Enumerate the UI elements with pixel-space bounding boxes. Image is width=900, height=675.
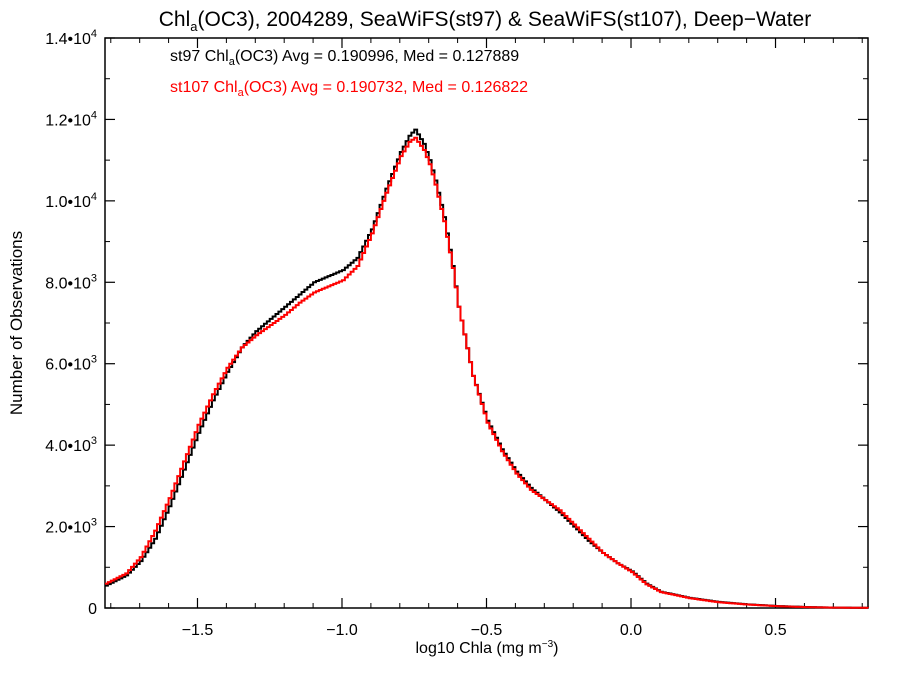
x-axis-label-superscript: −3: [542, 639, 554, 650]
y-axis-ticks: 02.0•1034.0•1036.0•1038.0•1031.0•1041.2•…: [45, 28, 868, 618]
chart-title-rest: (OC3), 2004289, SeaWiFS(st97) & SeaWiFS(…: [198, 8, 812, 31]
y-tick-label-exponent: 3: [91, 272, 97, 284]
plot-frame: [104, 37, 869, 609]
y-tick-label-mantissa: 0: [88, 601, 97, 618]
y-tick-label-exponent: 4: [91, 109, 97, 121]
y-tick-label-mantissa: 4.0•10: [45, 438, 91, 455]
y-tick-label-mantissa: 1.0•10: [45, 194, 91, 211]
x-axis-label-main: log10 Chla (mg m: [415, 640, 541, 657]
y-tick-label: 1.4•104: [45, 28, 97, 48]
y-tick-label: 1.2•104: [45, 109, 97, 129]
series-st107-line: [105, 136, 869, 609]
legend-entry-st107: st107 Chla(OC3) Avg = 0.190732, Med = 0.…: [170, 79, 528, 99]
y-tick-label: 8.0•103: [45, 272, 97, 292]
y-tick-label-exponent: 4: [91, 191, 97, 203]
y-tick-label: 4.0•103: [45, 435, 97, 455]
legend-entry-st97-prefix: st97 Chl: [170, 48, 229, 65]
y-tick-label-exponent: 3: [91, 354, 97, 366]
y-axis-label: Number of Observations: [7, 231, 26, 415]
legend-entry-st97-suffix: (OC3) Avg = 0.190996, Med = 0.127889: [235, 48, 519, 65]
y-tick-label: 1.0•104: [45, 191, 97, 211]
y-tick-label: 6.0•103: [45, 354, 97, 374]
series-st97-line: [105, 128, 869, 609]
legend-entry-st107-suffix: (OC3) Avg = 0.190732, Med = 0.126822: [244, 79, 528, 96]
y-tick-label-exponent: 3: [91, 435, 97, 447]
y-tick-label-mantissa: 2.0•10: [45, 520, 91, 537]
x-tick-label: 0.5: [764, 622, 786, 639]
y-tick-label-exponent: 4: [91, 28, 97, 40]
y-tick-label-mantissa: 6.0•10: [45, 357, 91, 374]
chart-title: Chla(OC3), 2004289, SeaWiFS(st97) & SeaW…: [159, 8, 811, 34]
y-tick-label-mantissa: 8.0•10: [45, 275, 91, 292]
y-tick-label-mantissa: 1.4•10: [45, 31, 91, 48]
x-tick-label: 0.0: [620, 622, 642, 639]
y-tick-label: 2.0•103: [45, 517, 97, 537]
y-tick-label-exponent: 3: [91, 517, 97, 529]
legend-entry-st107-subscript: a: [238, 87, 245, 99]
x-axis-ticks: −1.5 −1.0 −0.5 0.0 0.5: [110, 38, 863, 639]
legend-entry-st97: st97 Chla(OC3) Avg = 0.190996, Med = 0.1…: [170, 48, 519, 68]
x-axis-label-end: ): [553, 640, 558, 657]
legend-entry-st97-subscript: a: [229, 56, 236, 68]
chart-title-subscript: a: [190, 19, 198, 34]
y-tick-label: 0: [88, 601, 97, 618]
chart-title-main: Chl: [159, 8, 191, 31]
x-axis-label: log10 Chla (mg m−3): [415, 639, 558, 657]
y-tick-label-mantissa: 1.2•10: [45, 112, 91, 129]
legend-entry-st107-prefix: st107 Chl: [170, 79, 238, 96]
x-tick-label: −1.5: [182, 622, 214, 639]
legend: st97 Chla(OC3) Avg = 0.190996, Med = 0.1…: [170, 48, 528, 99]
series-layer: [105, 128, 869, 609]
x-tick-label: −1.0: [326, 622, 358, 639]
x-tick-label: −0.5: [471, 622, 503, 639]
